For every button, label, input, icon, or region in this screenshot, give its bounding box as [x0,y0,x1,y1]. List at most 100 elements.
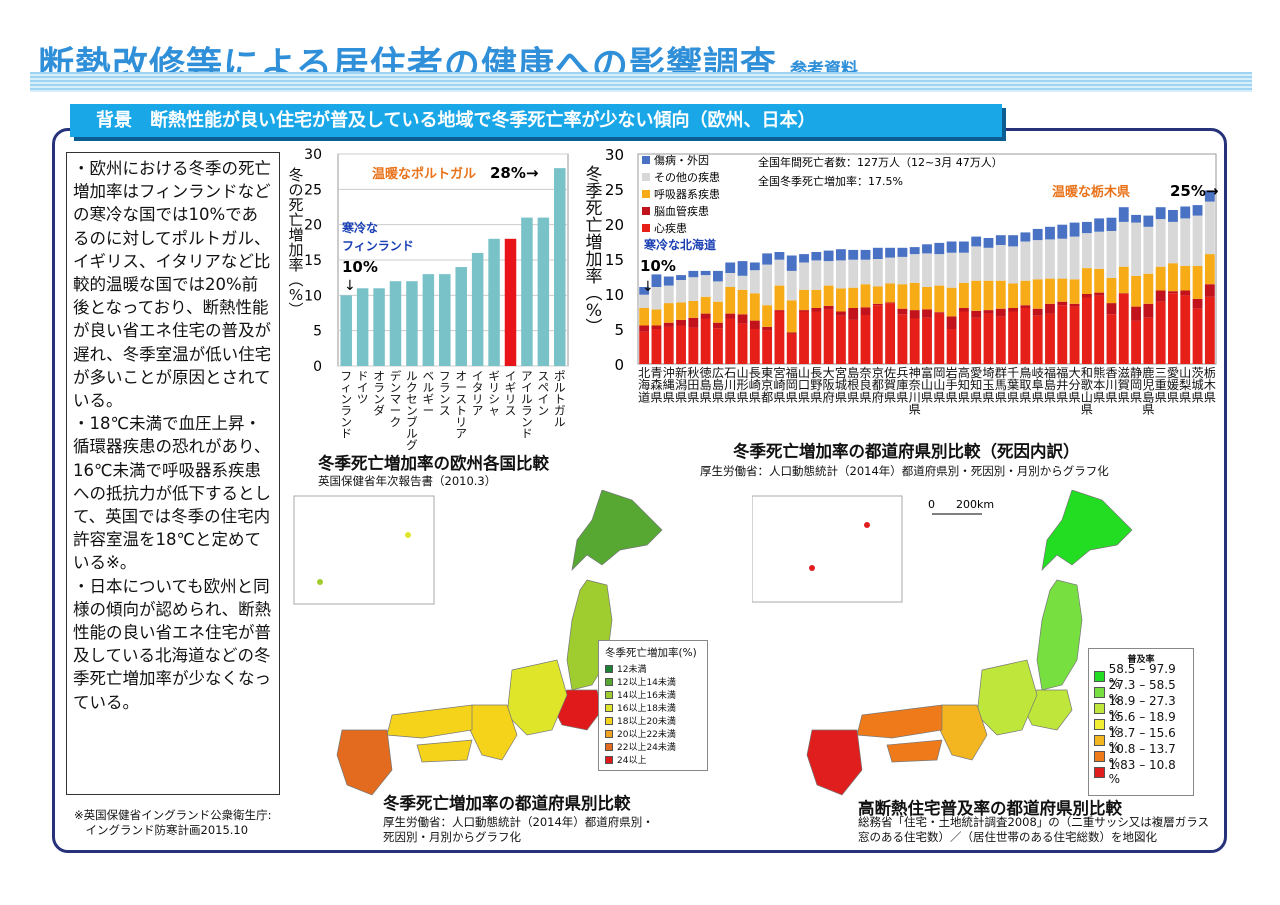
svg-text:愛: 愛 [970,366,982,380]
bar-神奈川県-脳血管疾患 [909,310,920,319]
region-kyushu [336,729,393,796]
svg-text:県: 県 [995,390,1007,404]
legend-label: 15.6 – 18.9 % [1108,710,1176,738]
svg-text:岡: 岡 [933,366,945,380]
bar-三重県-その他の疾患 [1155,219,1166,267]
annotation-warm: 温暖なポルトガル [372,166,476,182]
svg-text:ラ: ラ [373,381,385,395]
svg-text:増: 増 [586,233,603,253]
svg-text:川: 川 [909,390,921,404]
bar-沖縄県-脳血管疾患 [663,322,674,327]
annotation-cold-value: 10% [640,257,676,275]
svg-text:根: 根 [847,378,859,392]
svg-text:沖: 沖 [663,366,675,380]
bar-北海道-呼吸器系疾患 [639,308,650,326]
legend-label-心疾患: 心疾患 [654,221,687,235]
svg-text:県: 県 [1118,390,1130,404]
svg-text:ル: ル [406,369,418,383]
x-tick-label: 群馬県 [995,366,1007,404]
bar-静岡県-傷病・外因 [1131,214,1141,223]
svg-text:ィ: ィ [340,381,352,395]
legend-swatch [605,742,613,751]
bar-山口県-脳血管疾患 [799,310,809,312]
bar-佐賀県-心疾患 [885,303,896,364]
x-tick-label: 岩手県 [946,365,958,404]
bar-ギリシャ [488,238,500,366]
bar-山梨県-呼吸器系疾患 [1180,266,1191,291]
bar-宮崎県-その他の疾患 [774,259,785,286]
annotation-cold-value: 10% [342,258,378,276]
bar-千葉県-その他の疾患 [1008,246,1019,284]
bar-東京都-傷病・外因 [762,253,773,265]
x-tick-label: 山形県 [736,366,748,404]
x-tick-label: 石川県 [724,366,736,404]
bar-滋賀県-傷病・外因 [1118,207,1129,222]
bar-秋田県-脳血管疾患 [688,317,699,328]
svg-text:山: 山 [798,366,810,380]
svg-text:県: 県 [1191,390,1203,404]
bar-青森県-呼吸器系疾患 [651,309,662,326]
x-tick-label: 高知県 [958,365,970,404]
bar-神奈川県-呼吸器系疾患 [909,282,920,311]
y-tick-label: 0 [614,356,624,374]
svg-text:島: 島 [1044,377,1056,392]
svg-text:ン: ン [390,381,402,395]
insulation-map-title: 高断熱住宅普及率の都道府県別比較 [858,799,1122,818]
bar-青森県-心疾患 [651,329,662,364]
svg-text:縄: 縄 [663,377,675,392]
svg-text:島: 島 [1142,389,1154,404]
bar-長野県-呼吸器系疾患 [811,289,822,308]
svg-text:ギ: ギ [423,392,435,406]
bar-茨城県-脳血管疾患 [1192,298,1203,309]
bar-大分県-呼吸器系疾患 [1069,279,1080,304]
svg-text:潟: 潟 [675,378,687,392]
svg-text:広: 広 [712,366,724,380]
bar-大阪府-脳血管疾患 [823,305,834,310]
bar-佐賀県-傷病・外因 [885,247,896,258]
svg-text:鳥: 鳥 [1019,365,1031,380]
bar-秋田県-傷病・外因 [688,270,699,278]
scale-label: 200km [956,498,994,511]
bar-岩手県-傷病・外因 [946,241,957,253]
bar-奈良県-脳血管疾患 [860,307,871,315]
bar-兵庫県-心疾患 [897,314,908,364]
svg-text:県: 県 [859,390,871,404]
region-chugoku [856,704,943,739]
summary-textbox: ・欧州における冬季の死亡増加率はフィンランドなどの寒冷な国では10%であるのに対… [66,152,280,795]
bar-島根県-心疾患 [848,319,859,364]
legend-row: 16以上18未満 [605,701,701,714]
bar-埼玉県-呼吸器系疾患 [983,280,994,311]
svg-text:口: 口 [798,378,810,392]
bar-フランス [439,274,451,366]
legend-row: 27.3 – 58.5 % [1094,678,1188,706]
y-tick-label: 20 [605,216,624,234]
bar-石川県-傷病・外因 [725,262,736,273]
bar-兵庫県-呼吸器系疾患 [897,284,908,309]
x-tick-label: 福島県 [1044,365,1056,404]
svg-text:︶: ︶ [288,301,303,319]
svg-text:宮: 宮 [835,365,847,380]
legend-swatch [605,716,613,725]
x-tick-label: 茨城県 [1191,366,1203,404]
svg-text:ン: ン [538,404,550,418]
winter-death-map-title: 冬季死亡増加率の都道府県別比較 [383,794,631,813]
svg-text:県: 県 [1093,390,1105,404]
summary-paragraph-japan: ・日本についても欧州と同様の傾向が認められ、断熱性能の良い省エネ住宅が普及してい… [73,576,272,712]
bar-茨城県-呼吸器系疾患 [1192,266,1203,299]
bar-京都府-その他の疾患 [872,259,883,287]
svg-text:県: 県 [687,390,699,404]
svg-text:ペ: ペ [538,381,550,395]
svg-text:ア: ア [521,369,533,383]
svg-text:死: 死 [586,199,603,219]
x-tick-label: 北海道 [638,366,650,404]
svg-text:香: 香 [1105,366,1117,380]
svg-text:県: 県 [1007,390,1019,404]
region-chubu [976,659,1038,736]
bar-岩手県-その他の疾患 [946,252,957,288]
x-tick-label: 福井県 [1056,365,1068,404]
prefecture-chart-title: 冬季死亡増加率の都道府県別比較（死因内訳） [733,442,1080,461]
bar-長野県-傷病・外因 [811,252,822,261]
bar-滋賀県-脳血管疾患 [1118,293,1129,294]
